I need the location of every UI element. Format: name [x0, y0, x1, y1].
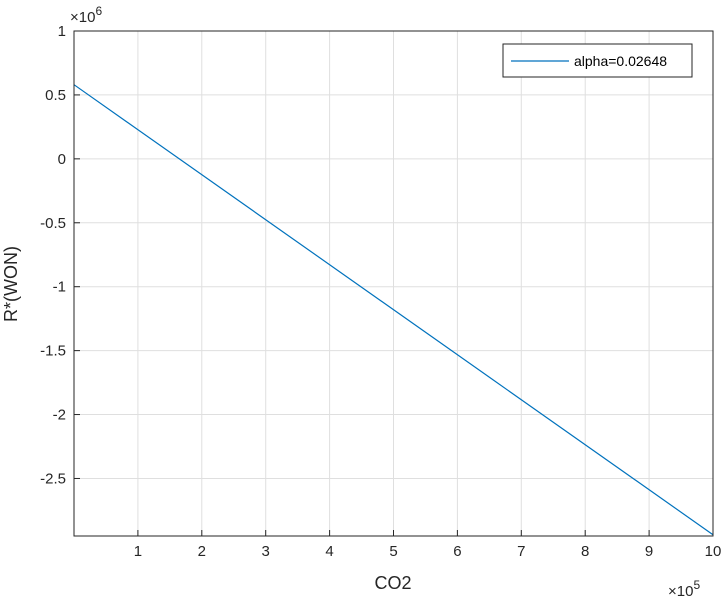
series-line: [73, 84, 714, 536]
y-tick-label: -1: [53, 279, 66, 296]
y-tick-label: 0: [58, 151, 66, 168]
x-tick-label: 6: [453, 543, 461, 560]
x-tick-label: 10: [705, 543, 722, 560]
x-tick-label: 8: [581, 543, 589, 560]
x-tick-label: 4: [325, 543, 333, 560]
x-axis-label: CO2: [374, 573, 411, 593]
y-axis-label: R*(WON): [1, 246, 21, 322]
x-tick-label: 1: [134, 543, 142, 560]
legend-entry-label: alpha=0.02648: [574, 53, 667, 69]
x-tick-label: 5: [389, 543, 397, 560]
tick-group: 1 2 3 4 5 6 7 8 9 10 1 0.5 0 -0.5 -1 -1.5 -2 -2.5: [40, 23, 721, 560]
y-tick-label: -2: [53, 407, 66, 424]
y-tick-label: -1.5: [40, 343, 66, 360]
y-exponent-label: ×106: [70, 4, 102, 26]
legend: alpha=0.02648: [502, 43, 693, 78]
series-group: [73, 84, 714, 536]
y-tick-label: 1: [58, 23, 66, 40]
x-tick-label: 2: [198, 543, 206, 560]
x-tick-label: 3: [262, 543, 270, 560]
y-tick-label: 0.5: [45, 87, 66, 104]
x-exponent-label: ×105: [668, 578, 700, 600]
y-tick-label: -0.5: [40, 215, 66, 232]
x-tick-label: 9: [645, 543, 653, 560]
x-tick-label: 7: [517, 543, 525, 560]
y-tick-label: -2.5: [40, 470, 66, 487]
